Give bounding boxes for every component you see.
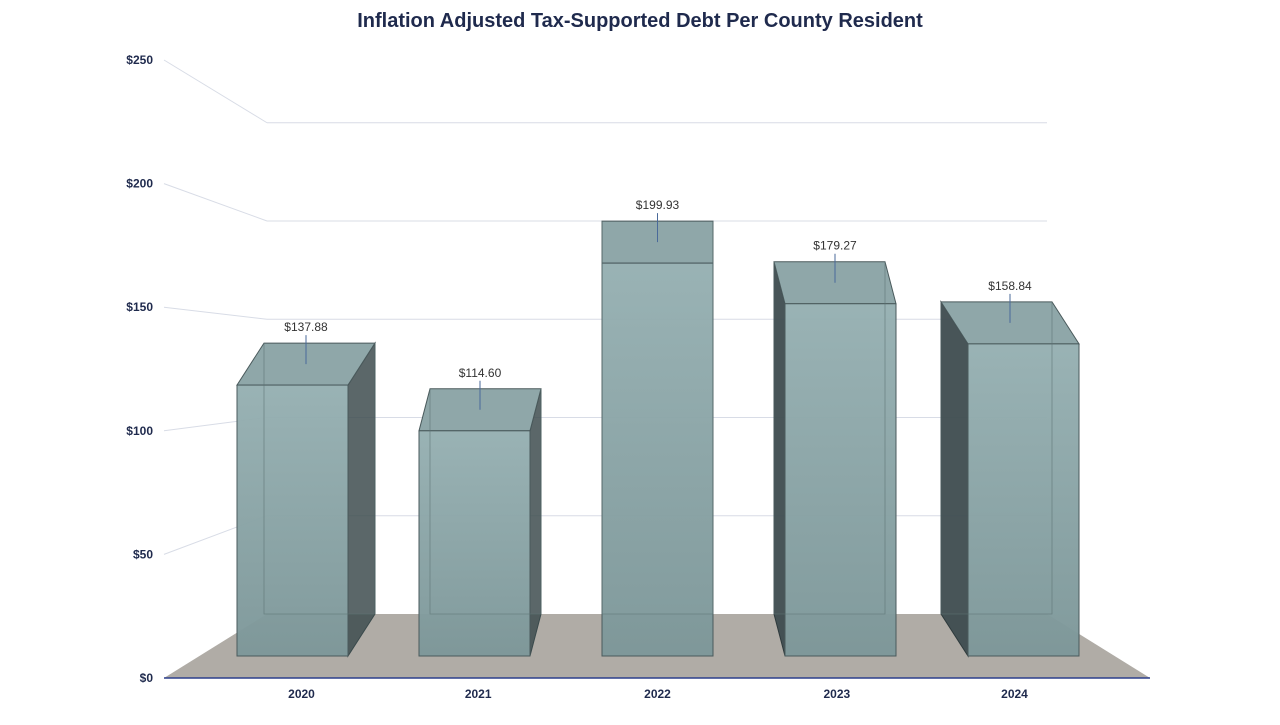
- data-label: $199.93: [636, 198, 680, 212]
- bar-side: [529, 388, 542, 657]
- y-tick-label: $50: [133, 547, 153, 561]
- gridline-side: [163, 59, 268, 124]
- bar-group: [418, 388, 542, 657]
- data-label: $137.88: [284, 320, 328, 334]
- gridline-side: [163, 306, 268, 320]
- bar-group: [940, 300, 1080, 658]
- bar: [601, 262, 714, 657]
- bar-inner-edge: [429, 388, 542, 615]
- x-tick-label: 2020: [288, 687, 315, 701]
- x-tick-label: 2021: [465, 687, 492, 701]
- bar-group: [601, 220, 714, 657]
- x-tick-label: 2022: [644, 687, 671, 701]
- bar-inner-edge: [263, 343, 376, 615]
- chart-title: Inflation Adjusted Tax-Supported Debt Pe…: [357, 10, 923, 32]
- bar-group: [773, 261, 897, 657]
- bar-inner-edge: [601, 221, 714, 615]
- bar-group: [236, 341, 376, 658]
- y-tick-label: $150: [126, 300, 153, 314]
- bar-side: [940, 300, 969, 658]
- bar: [784, 303, 897, 657]
- gridline-side: [163, 183, 268, 222]
- bar-inner-edge: [940, 301, 1053, 615]
- bar: [236, 384, 349, 657]
- y-tick-label: $0: [140, 671, 154, 685]
- y-tick-label: $250: [126, 53, 153, 67]
- bar-side: [773, 261, 786, 657]
- data-label: $114.60: [459, 366, 502, 380]
- data-label: $158.84: [988, 279, 1032, 293]
- bar: [418, 430, 531, 657]
- bar-inner-edge: [773, 261, 886, 615]
- x-tick-label: 2023: [823, 687, 850, 701]
- bar-side: [347, 341, 376, 658]
- x-tick-label: 2024: [1001, 687, 1028, 701]
- y-tick-label: $100: [126, 424, 153, 438]
- bar: [967, 343, 1080, 657]
- data-label: $179.27: [813, 239, 857, 253]
- y-tick-label: $200: [126, 177, 153, 191]
